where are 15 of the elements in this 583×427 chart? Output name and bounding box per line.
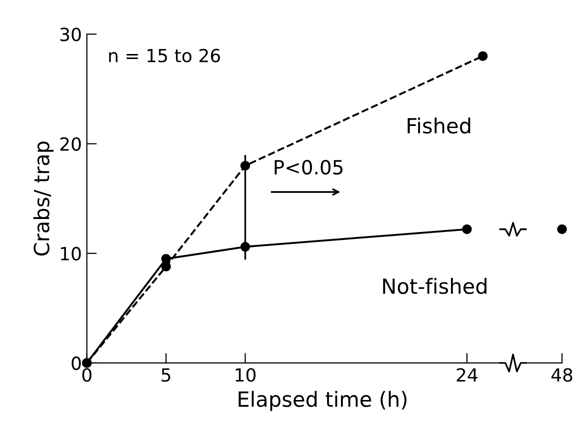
x-axis-title: Elapsed time (h) [238,390,406,412]
y-axis-title: Crabs/ trap [33,142,54,256]
y-tick-label: 30 [60,28,81,42]
y-tick-label: 0 [72,356,81,370]
annotation: n = 15 to 26 [109,48,220,62]
x-tick-label: 48 [551,368,572,382]
y-tick-label: 20 [60,137,81,151]
x-tick-label: 5 [162,368,170,382]
y-tick-label: 10 [61,246,81,260]
annotation: P<0.05 [274,160,342,175]
series-label: Fished [408,117,470,134]
text: Not-fished [383,278,486,294]
x-tick-label: 10 [236,368,256,382]
x-tick-label: 24 [456,368,478,382]
x-tick-label: 0 [82,368,92,382]
